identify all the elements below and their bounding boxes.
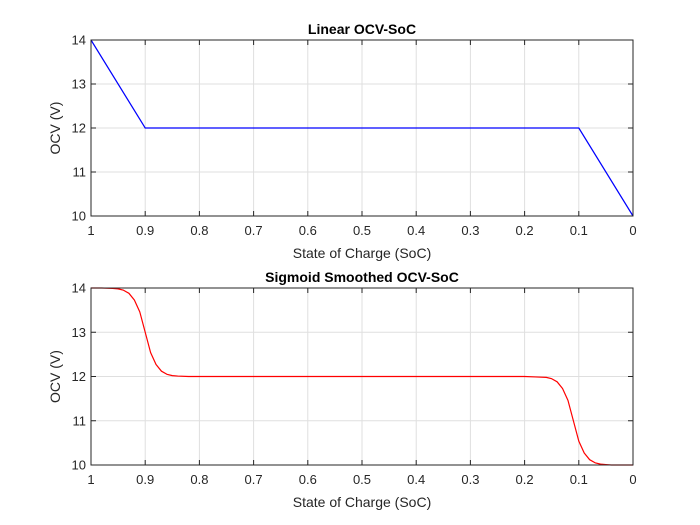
x-tick-label: 0.4 — [407, 223, 425, 238]
y-tick-label: 12 — [72, 121, 86, 136]
x-tick-label: 0.2 — [516, 472, 534, 487]
x-tick-label: 0 — [629, 472, 636, 487]
y-tick-label: 14 — [72, 281, 86, 296]
y-tick-label: 10 — [72, 209, 86, 224]
x-tick-label: 0.5 — [353, 223, 371, 238]
x-tick-label: 0.4 — [407, 472, 425, 487]
x-tick-label: 0.9 — [136, 472, 154, 487]
x-tick-label: 0.7 — [245, 472, 263, 487]
x-tick-label: 0.6 — [299, 472, 317, 487]
x-tick-label: 1 — [87, 223, 94, 238]
x-tick-label: 1 — [87, 472, 94, 487]
y-tick-label: 12 — [72, 369, 86, 384]
x-tick-label: 0 — [629, 223, 636, 238]
chart-sigmoid-ocv-soc: 1 0.9 0.8 0.7 0.6 0.5 0.4 0.3 0.2 0.1 0 10 11 12 13 14 S… — [47, 269, 637, 510]
x-tick-label: 0.1 — [570, 472, 588, 487]
x-tick-label: 0.3 — [461, 223, 479, 238]
x-axis-label: State of Charge (SoC) — [293, 494, 432, 510]
y-tick-label: 13 — [72, 325, 86, 340]
y-axis-label: OCV (V) — [47, 102, 63, 155]
x-tick-label: 0.5 — [353, 472, 371, 487]
x-tick-label: 0.9 — [136, 223, 154, 238]
y-tick-label: 13 — [72, 77, 86, 92]
x-axis-label: State of Charge (SoC) — [293, 245, 432, 261]
x-tick-label: 0.8 — [190, 223, 208, 238]
series-line-0 — [90, 39, 634, 217]
y-tick-label: 14 — [72, 33, 86, 48]
x-tick-label: 0.2 — [516, 223, 534, 238]
y-tick-label: 10 — [72, 458, 86, 473]
y-axis-label: OCV (V) — [47, 350, 63, 403]
y-tick-label: 11 — [73, 165, 87, 180]
chart-title: Linear OCV-SoC — [308, 21, 416, 37]
x-tick-label: 0.6 — [299, 223, 317, 238]
x-tick-label: 0.8 — [190, 472, 208, 487]
x-tick-label: 0.7 — [245, 223, 263, 238]
series-line-0 — [91, 287, 633, 466]
x-tick-label: 0.3 — [461, 472, 479, 487]
chart-title: Sigmoid Smoothed OCV-SoC — [265, 269, 459, 285]
y-tick-label: 11 — [73, 413, 87, 428]
chart-linear-ocv-soc: 1 0.9 0.8 0.7 0.6 0.5 0.4 0.3 0.2 0.1 0 10 11 12 13 14 L… — [47, 21, 637, 261]
x-tick-label: 0.1 — [570, 223, 588, 238]
